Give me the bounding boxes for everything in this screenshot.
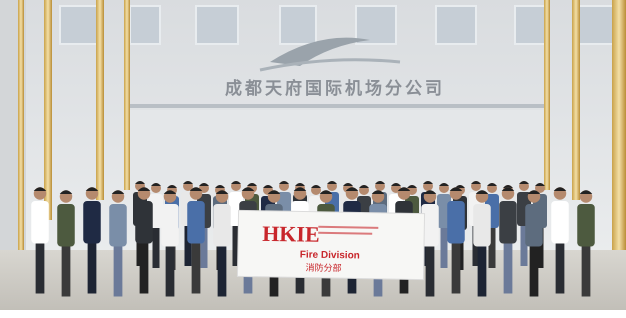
- torso: [499, 201, 517, 244]
- torso: [525, 204, 543, 247]
- photo: 成都天府国际机场分公司 HKIE Fire Division 消防分部: [0, 0, 626, 318]
- torso: [473, 204, 491, 247]
- legs: [88, 239, 97, 294]
- legs: [582, 242, 591, 297]
- legs: [140, 239, 149, 294]
- torso: [57, 204, 75, 247]
- torso: [551, 201, 569, 244]
- legs: [192, 239, 201, 294]
- torso: [577, 204, 595, 247]
- legs: [166, 242, 175, 297]
- torso: [83, 201, 101, 244]
- torso: [161, 204, 179, 247]
- legs: [441, 224, 448, 268]
- legs: [530, 242, 539, 297]
- legs: [153, 224, 160, 268]
- frame-bottom: [0, 310, 626, 318]
- legs: [556, 239, 565, 294]
- torso: [31, 201, 49, 244]
- torso: [447, 201, 465, 244]
- legs: [36, 239, 45, 294]
- sign-text: 成都天府国际机场分公司: [225, 78, 445, 99]
- legs: [218, 242, 227, 297]
- ledge: [130, 104, 550, 108]
- banner: HKIE Fire Division 消防分部: [237, 210, 424, 279]
- legs: [426, 242, 435, 297]
- legs: [452, 239, 461, 294]
- legs: [62, 242, 71, 297]
- torso: [213, 204, 231, 247]
- banner-logo: HKIE: [262, 221, 320, 247]
- banner-division-zh: 消防分部: [305, 262, 341, 275]
- legs: [114, 242, 123, 297]
- legs: [478, 242, 487, 297]
- legs: [504, 239, 513, 294]
- scene: 成都天府国际机场分公司 HKIE Fire Division 消防分部: [0, 0, 626, 318]
- banner-division: Fire Division: [300, 249, 360, 261]
- torso: [135, 201, 153, 244]
- torso: [187, 201, 205, 244]
- torso: [109, 204, 127, 247]
- glass-band: [130, 110, 550, 180]
